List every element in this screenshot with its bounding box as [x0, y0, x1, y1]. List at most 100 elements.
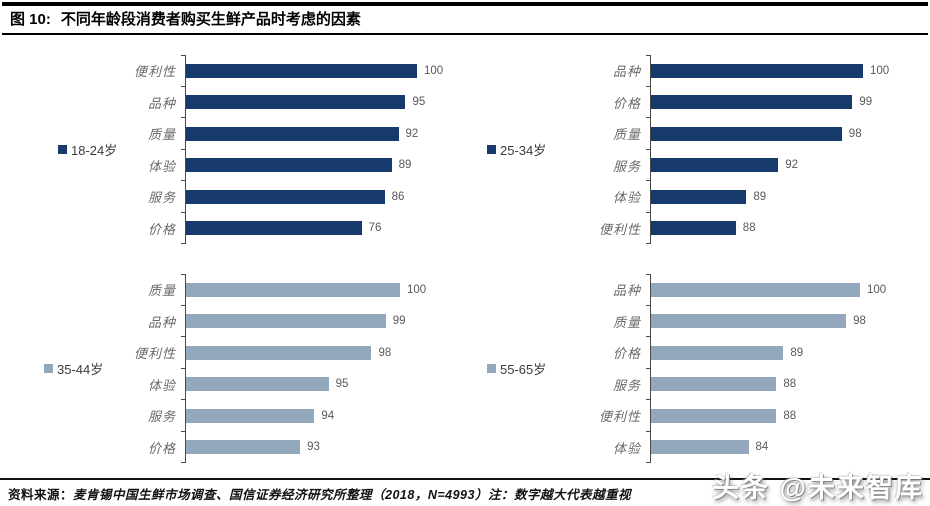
category-label: 便利性 [598, 409, 641, 425]
bar-row: 便利性 100 [115, 55, 443, 87]
bar-track: 98 [646, 305, 866, 337]
value-label: 76 [368, 222, 382, 235]
category-label: 质量 [147, 127, 176, 143]
legend-label: 55-65岁 [500, 362, 547, 377]
bar-row: 服务 92 [580, 149, 863, 181]
category-label: 价格 [612, 346, 641, 362]
bar-row: 价格 93 [115, 431, 400, 463]
category-label: 体验 [147, 377, 176, 393]
bar-track: 86 [181, 181, 417, 213]
bar-track: 84 [646, 431, 860, 463]
value-label: 100 [424, 64, 444, 77]
footer-divider [0, 478, 930, 480]
value-label: 86 [391, 190, 405, 203]
bar-track: 88 [646, 212, 863, 244]
bar-track: 92 [181, 118, 419, 150]
value-label: 100 [870, 64, 890, 77]
value-label: 89 [790, 346, 804, 359]
value-label: 88 [783, 378, 797, 391]
bar-row: 体验 89 [580, 181, 863, 213]
category-label: 服务 [147, 409, 176, 425]
category-label: 质量 [612, 314, 641, 330]
category-label: 品种 [612, 283, 641, 299]
value-label: 95 [412, 96, 426, 109]
bar-row: 质量 98 [580, 118, 863, 150]
bar-track: 88 [646, 368, 860, 400]
chart-rows: 品种 100 价格 99 质量 98 服务 92 体验 89 便利性 88 [580, 55, 889, 244]
source-note: 资料来源：麦肯锡中国生鲜市场调查、国信证券经济研究所整理（2018，N=4993… [8, 484, 708, 503]
bar [186, 440, 301, 455]
bar-track: 92 [646, 149, 863, 181]
bar-row: 体验 95 [115, 368, 400, 400]
legend-swatch [487, 145, 496, 154]
legend: 25-34岁 [465, 140, 580, 159]
bar-track: 88 [646, 400, 860, 432]
bar-row: 便利性 88 [580, 212, 863, 244]
watermark: 头条 @未来智库 [712, 473, 924, 503]
category-label: 价格 [147, 221, 176, 237]
figure-title: 不同年龄段消费者购买生鲜产品时考虑的因素 [60, 11, 361, 28]
bar [651, 126, 842, 141]
category-label: 服务 [147, 190, 176, 206]
value-label: 100 [407, 283, 427, 296]
category-label: 品种 [612, 64, 641, 80]
value-label: 92 [785, 159, 798, 172]
chart-rows: 质量 100 品种 99 便利性 98 体验 95 服务 94 价格 93 [115, 274, 426, 463]
chart-age-18-24: 18-24岁 便利性 100 品种 95 质量 92 体验 89 服务 86 价格 76 [0, 55, 465, 244]
chart-age-25-34: 25-34岁 品种 100 价格 99 质量 98 服务 92 体验 89 便利性 88 [465, 55, 930, 244]
value-label: 88 [783, 409, 797, 422]
bar [651, 95, 853, 110]
bar-row: 品种 100 [580, 274, 886, 306]
bar [186, 408, 315, 423]
value-label: 88 [742, 222, 756, 235]
category-label: 便利性 [133, 64, 176, 80]
bar [651, 440, 749, 455]
bar [186, 63, 417, 78]
bar [651, 314, 847, 329]
bar-row: 品种 99 [115, 305, 406, 337]
bar [186, 377, 329, 392]
bar [651, 189, 747, 204]
bar-row: 服务 94 [115, 400, 400, 432]
value-label: 92 [405, 127, 419, 140]
note-text: 注：数字越大代表越重视 [487, 488, 631, 502]
value-label: 84 [755, 441, 769, 454]
bar-track: 100 [181, 274, 426, 306]
category-label: 服务 [612, 158, 641, 174]
bar-row: 体验 89 [115, 149, 417, 181]
category-label: 价格 [612, 95, 641, 111]
figure-number-label: 图 10: [10, 11, 51, 28]
category-label: 品种 [147, 95, 176, 111]
bar-row: 体验 84 [580, 431, 860, 463]
bar-row: 价格 76 [115, 212, 417, 244]
bar [186, 189, 385, 204]
category-label: 便利性 [133, 346, 176, 362]
bar-track: 95 [181, 368, 400, 400]
bar-track: 100 [646, 274, 886, 306]
value-label: 98 [853, 315, 866, 328]
bar [651, 221, 736, 236]
source-label: 资料来源： [8, 488, 74, 502]
legend: 55-65岁 [465, 359, 580, 378]
legend-label: 35-44岁 [57, 362, 104, 377]
value-label: 89 [753, 190, 767, 203]
bar [186, 158, 392, 173]
bar-row: 服务 88 [580, 368, 860, 400]
bar-track: 76 [181, 212, 417, 244]
bar [186, 345, 372, 360]
value-label: 100 [867, 283, 887, 296]
value-label: 94 [321, 409, 335, 422]
bar-track: 89 [646, 181, 863, 213]
bar-row: 质量 100 [115, 274, 426, 306]
category-label: 体验 [147, 158, 176, 174]
bar-row: 价格 99 [580, 86, 872, 118]
bar [186, 126, 399, 141]
legend: 18-24岁 [0, 140, 117, 159]
bar-row: 服务 86 [115, 181, 417, 213]
bar-track: 89 [646, 337, 860, 369]
bar [651, 345, 784, 360]
category-label: 价格 [147, 440, 176, 456]
legend: 35-44岁 [0, 359, 115, 378]
bar [651, 377, 777, 392]
